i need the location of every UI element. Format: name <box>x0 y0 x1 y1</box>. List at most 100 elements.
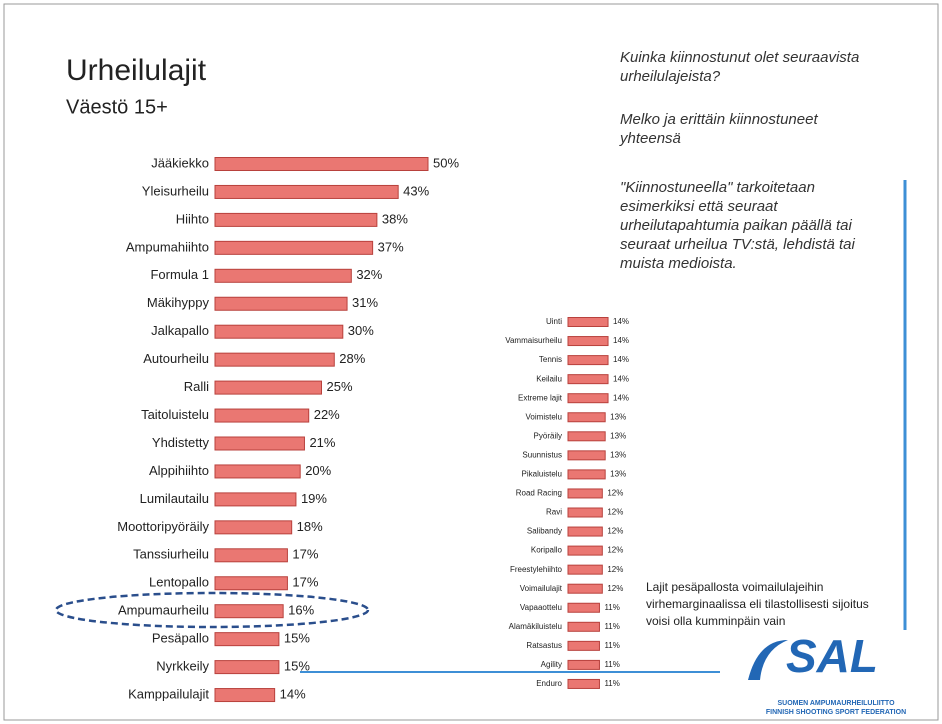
value-label: 14% <box>280 686 306 701</box>
value-label: 14% <box>613 317 629 326</box>
category-label: Road Racing <box>516 489 562 498</box>
value-label: 37% <box>378 239 404 254</box>
bar <box>567 374 609 385</box>
category-label: Lentopallo <box>149 575 209 590</box>
value-label: 38% <box>382 211 408 226</box>
value-label: 11% <box>604 660 619 669</box>
category-label: Voimistelu <box>526 412 562 421</box>
side-note-line: voisi olla kumminpäin vain <box>646 614 785 628</box>
category-label: Pikaluistelu <box>522 470 562 479</box>
value-label: 20% <box>305 463 331 478</box>
bar <box>567 355 609 366</box>
value-label: 14% <box>613 355 629 364</box>
highlight <box>54 591 370 629</box>
bar <box>567 526 603 537</box>
bar <box>214 604 284 619</box>
category-label: Tennis <box>539 355 562 364</box>
bar <box>567 659 600 670</box>
bar <box>214 520 293 535</box>
bar <box>567 564 603 575</box>
category-label: Agility <box>541 660 562 669</box>
bar <box>567 583 603 594</box>
value-label: 15% <box>284 659 310 674</box>
bar <box>214 352 335 367</box>
logo-line: FINNISH SHOOTING SPORT FEDERATION <box>766 709 906 716</box>
category-label: Lumilautailu <box>140 491 209 506</box>
category-label: Nyrkkeily <box>156 659 209 674</box>
value-label: 21% <box>309 435 335 450</box>
category-label: Koripallo <box>531 546 563 555</box>
category-label: Freestylehiihto <box>510 565 563 574</box>
bar <box>214 296 348 311</box>
bar <box>214 576 288 591</box>
note-line: Melko ja erittäin kiinnostuneet <box>620 111 818 128</box>
category-label: Vammaisurheilu <box>505 336 562 345</box>
note-line: seuraat urheilua TV:stä, lehdistä tai <box>620 236 856 253</box>
category-label: Voimailulajit <box>520 584 563 593</box>
bar <box>567 507 603 518</box>
value-label: 13% <box>610 412 626 421</box>
bar <box>214 464 301 479</box>
bar <box>567 431 606 442</box>
bar <box>214 688 276 703</box>
value-label: 11% <box>604 603 619 612</box>
bar <box>567 336 609 347</box>
bar <box>567 469 606 480</box>
value-label: 43% <box>403 183 429 198</box>
bar <box>567 393 609 404</box>
category-label: Autourheilu <box>143 351 209 366</box>
category-label: Ratsastus <box>526 641 562 650</box>
slide-frame <box>3 3 939 721</box>
bar <box>214 492 297 507</box>
value-label: 17% <box>292 547 318 562</box>
bar <box>214 548 288 563</box>
bar <box>214 632 280 647</box>
value-label: 50% <box>433 155 459 170</box>
value-label: 12% <box>607 584 623 593</box>
value-label: 13% <box>610 470 626 479</box>
value-label: 32% <box>356 267 382 282</box>
note-line: yhteensä <box>619 130 681 147</box>
logo-text: SAL <box>786 630 878 682</box>
value-label: 30% <box>348 323 374 338</box>
value-label: 14% <box>613 374 629 383</box>
category-label: Pesäpallo <box>152 631 209 646</box>
bar <box>214 408 310 423</box>
category-label: Salibandy <box>527 527 562 536</box>
bar <box>214 436 305 451</box>
bar <box>567 621 600 632</box>
logo-line: SUOMEN AMPUMAURHEILULIITTO <box>777 700 895 707</box>
value-label: 25% <box>327 379 353 394</box>
bar <box>567 317 609 327</box>
category-label: Mäkihyppy <box>147 295 210 310</box>
bar <box>214 184 399 199</box>
category-label: Vapaaottelu <box>520 603 562 612</box>
value-label: 14% <box>613 393 629 402</box>
category-label: Tanssiurheilu <box>133 547 209 562</box>
category-label: Alamäkiluistelu <box>509 622 562 631</box>
value-label: 31% <box>352 295 378 310</box>
category-label: Yleisurheilu <box>142 183 209 198</box>
bar <box>214 212 378 227</box>
bar <box>214 268 352 283</box>
bar <box>214 157 429 171</box>
category-label: Ampumahiihto <box>126 239 209 254</box>
category-label: Formula 1 <box>150 267 209 282</box>
category-label: Extreme lajit <box>518 393 563 402</box>
bar <box>567 602 600 613</box>
value-label: 12% <box>607 508 623 517</box>
note-line: urheilulajeista? <box>620 68 721 85</box>
value-label: 12% <box>607 565 623 574</box>
value-label: 22% <box>314 407 340 422</box>
subtitle: Väestö 15+ <box>66 96 168 118</box>
category-label: Moottoripyöräily <box>117 519 209 534</box>
value-label: 14% <box>613 336 629 345</box>
category-label: Ralli <box>184 379 209 394</box>
category-label: Hiihto <box>176 211 209 226</box>
note-line: Kuinka kiinnostunut olet seuraavista <box>620 49 859 66</box>
value-label: 28% <box>339 351 365 366</box>
value-label: 13% <box>610 431 626 440</box>
value-label: 15% <box>284 631 310 646</box>
note-line: esimerkiksi että seuraat <box>620 198 778 215</box>
